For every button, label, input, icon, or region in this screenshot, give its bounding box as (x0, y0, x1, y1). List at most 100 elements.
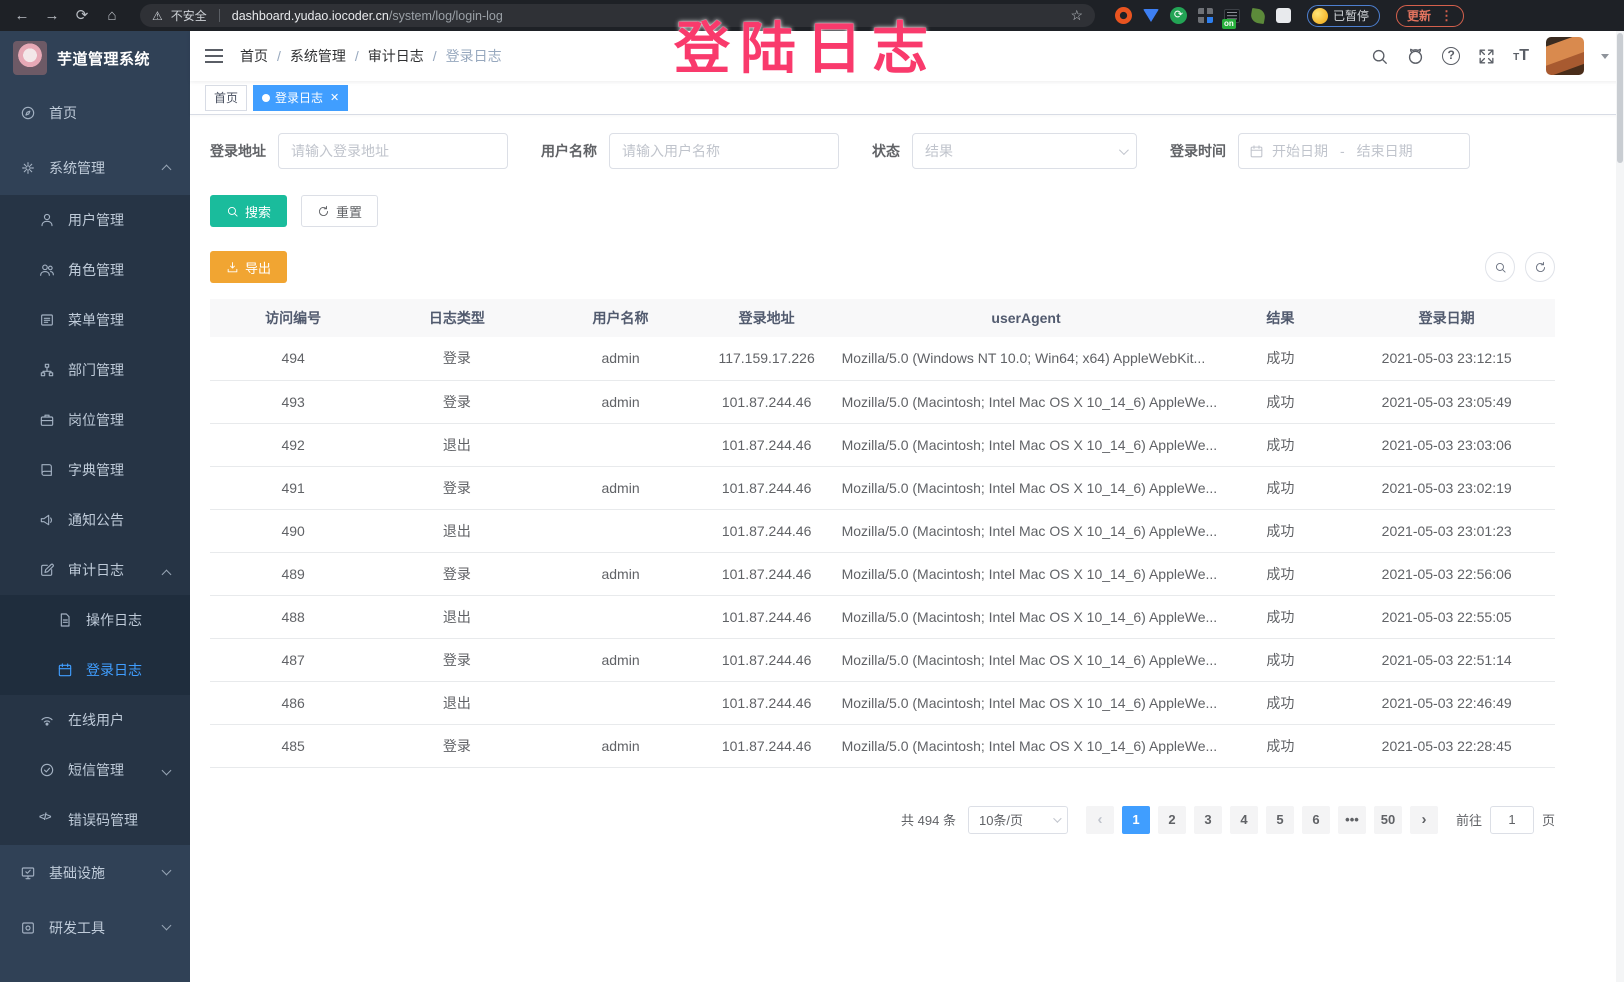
cell-user-agent: Mozilla/5.0 (Macintosh; Intel Mac OS X 1… (829, 380, 1223, 424)
cell-login-date: 2021-05-03 23:02:19 (1338, 466, 1555, 510)
breadcrumb-system[interactable]: 系统管理 (289, 48, 346, 64)
cell-login-ip: 101.87.244.46 (703, 509, 830, 553)
page-button-5[interactable]: 5 (1265, 805, 1294, 834)
help-icon[interactable]: ? (1442, 47, 1461, 65)
browser-forward-icon[interactable]: → (44, 6, 60, 24)
gear-icon (20, 160, 36, 176)
page-button-3[interactable]: 3 (1193, 805, 1222, 834)
search-icon[interactable] (1370, 47, 1389, 66)
sidebar-item-error-codes[interactable]: </> 错误码管理 (39, 812, 138, 828)
sidebar-item-departments[interactable]: 部门管理 (0, 345, 190, 395)
tag-login-log[interactable]: 登录日志 ✕ (253, 84, 349, 111)
leaf-extension-icon[interactable] (1249, 7, 1267, 24)
cell-login-date: 2021-05-03 23:01:23 (1338, 509, 1555, 553)
gem-extension-icon[interactable] (1143, 9, 1159, 22)
browser-home-icon[interactable]: ⌂ (107, 6, 117, 24)
header-username: 用户名称 (537, 299, 704, 337)
page-button-6[interactable]: 6 (1301, 805, 1330, 834)
github-icon[interactable] (1406, 47, 1425, 66)
user-group-icon (39, 262, 55, 278)
breadcrumb-home[interactable]: 首页 (240, 48, 268, 64)
sidebar-item-system[interactable]: 系统管理 (0, 140, 190, 195)
page-button-1[interactable]: 1 (1121, 805, 1150, 834)
cell-username: admin (537, 724, 704, 768)
avatar-caret-icon[interactable] (1601, 53, 1609, 59)
username-input[interactable] (609, 133, 839, 169)
sidebar-item-roles[interactable]: 角色管理 (0, 245, 190, 295)
table-toolbar: 导出 (210, 251, 1555, 283)
fullscreen-icon[interactable] (1477, 47, 1496, 66)
browser-back-icon[interactable]: ← (14, 6, 30, 24)
active-dot-icon (262, 93, 271, 102)
tag-home[interactable]: 首页 (205, 84, 248, 111)
breadcrumb-audit[interactable]: 审计日志 (367, 48, 424, 64)
puzzle-extensions-icon[interactable] (1276, 8, 1291, 23)
sidebar-item-posts[interactable]: 岗位管理 (0, 395, 190, 445)
sidebar-item-infrastructure[interactable]: 基础设施 (0, 845, 190, 900)
cell-id: 493 (210, 380, 377, 424)
calendar-icon (57, 662, 73, 678)
tag-close-icon[interactable]: ✕ (330, 92, 340, 104)
total-count: 共 494 条 (901, 813, 956, 828)
cell-result: 成功 (1222, 337, 1339, 381)
goto-page-input[interactable] (1489, 805, 1534, 834)
login-ip-input[interactable] (278, 133, 508, 169)
header-id: 访问编号 (210, 299, 377, 337)
update-button[interactable]: 更新 ⋮ (1396, 4, 1465, 27)
export-button[interactable]: 导出 (210, 251, 288, 283)
prev-page-button[interactable]: ‹ (1085, 805, 1114, 834)
more-pages-button[interactable]: ••• (1337, 805, 1366, 834)
sidebar-item-users[interactable]: 用户管理 (0, 195, 190, 245)
page-size-select[interactable]: 10条/页 (967, 805, 1068, 834)
hamburger-icon[interactable] (205, 49, 223, 63)
cell-user-agent: Mozilla/5.0 (Macintosh; Intel Mac OS X 1… (829, 552, 1223, 596)
orange-extension-icon[interactable] (1115, 7, 1132, 24)
page-button-4[interactable]: 4 (1229, 805, 1258, 834)
toggle-search-icon-button[interactable] (1485, 252, 1515, 282)
page-button-2[interactable]: 2 (1157, 805, 1186, 834)
navbar: 首页 / 系统管理 / 审计日志 / 登录日志 ? TT (190, 31, 1624, 81)
bookmark-star-icon[interactable]: ☆ (1070, 7, 1083, 23)
sidebar-item-menus[interactable]: 菜单管理 (0, 295, 190, 345)
date-range-picker[interactable]: 开始日期 - 结束日期 (1238, 133, 1470, 169)
list-extension-icon[interactable]: on (1222, 8, 1240, 29)
font-size-icon[interactable]: TT (1513, 47, 1529, 64)
cell-login-date: 2021-05-03 22:46:49 (1338, 681, 1555, 725)
window-scrollbar[interactable] (1616, 31, 1624, 982)
security-warning-label[interactable]: 不安全 (170, 9, 207, 23)
address-bar[interactable]: ⚠ 不安全 dashboard.yudao.iocoder.cn/system/… (140, 4, 1095, 27)
on-badge: on (1222, 18, 1236, 29)
sidebar-item-online-users[interactable]: 在线用户 (0, 695, 190, 745)
browser-menu-dots-icon[interactable]: ⋮ (1440, 7, 1454, 23)
sidebar-item-notices[interactable]: 通知公告 (0, 495, 190, 545)
sidebar-item-home[interactable]: 首页 (0, 85, 190, 140)
sidebar-item-operation-log[interactable]: 操作日志 (0, 595, 190, 645)
cell-id: 492 (210, 423, 377, 467)
browser-reload-icon[interactable]: ⟳ (75, 6, 89, 24)
header-result: 结果 (1222, 299, 1339, 337)
cell-id: 494 (210, 337, 377, 381)
sync-extension-icon[interactable]: ⟳ (1170, 7, 1187, 24)
search-button[interactable]: 搜索 (210, 195, 288, 227)
page-button-50[interactable]: 50 (1373, 805, 1402, 834)
cell-result: 成功 (1222, 380, 1339, 424)
app-logo (13, 41, 47, 75)
scrollbar-thumb[interactable] (1617, 33, 1623, 163)
next-page-button[interactable]: › (1409, 805, 1438, 834)
main-area: 首页 / 系统管理 / 审计日志 / 登录日志 ? TT 首页 登录日志 ✕ (190, 31, 1624, 982)
avatar[interactable] (1546, 37, 1584, 75)
reset-button[interactable]: 重置 (301, 195, 379, 227)
book-icon (39, 462, 55, 478)
grid-extension-icon[interactable] (1198, 8, 1213, 23)
url-text: dashboard.yudao.iocoder.cn/system/log/lo… (231, 8, 503, 23)
refresh-icon-button[interactable] (1525, 252, 1555, 282)
cell-login-ip: 101.87.244.46 (703, 380, 830, 424)
sidebar-item-dictionary[interactable]: 字典管理 (0, 445, 190, 495)
sidebar-item-login-log[interactable]: 登录日志 (0, 645, 190, 695)
sidebar-item-audit-log[interactable]: 审计日志 (0, 545, 190, 595)
header-login-date: 登录日期 (1338, 299, 1555, 337)
status-select[interactable]: 结果 (912, 133, 1137, 169)
paused-badge[interactable]: 已暂停 (1307, 4, 1381, 27)
sidebar-item-sms[interactable]: 短信管理 (0, 745, 190, 795)
sidebar-item-dev-tools[interactable]: 研发工具 (0, 900, 190, 955)
